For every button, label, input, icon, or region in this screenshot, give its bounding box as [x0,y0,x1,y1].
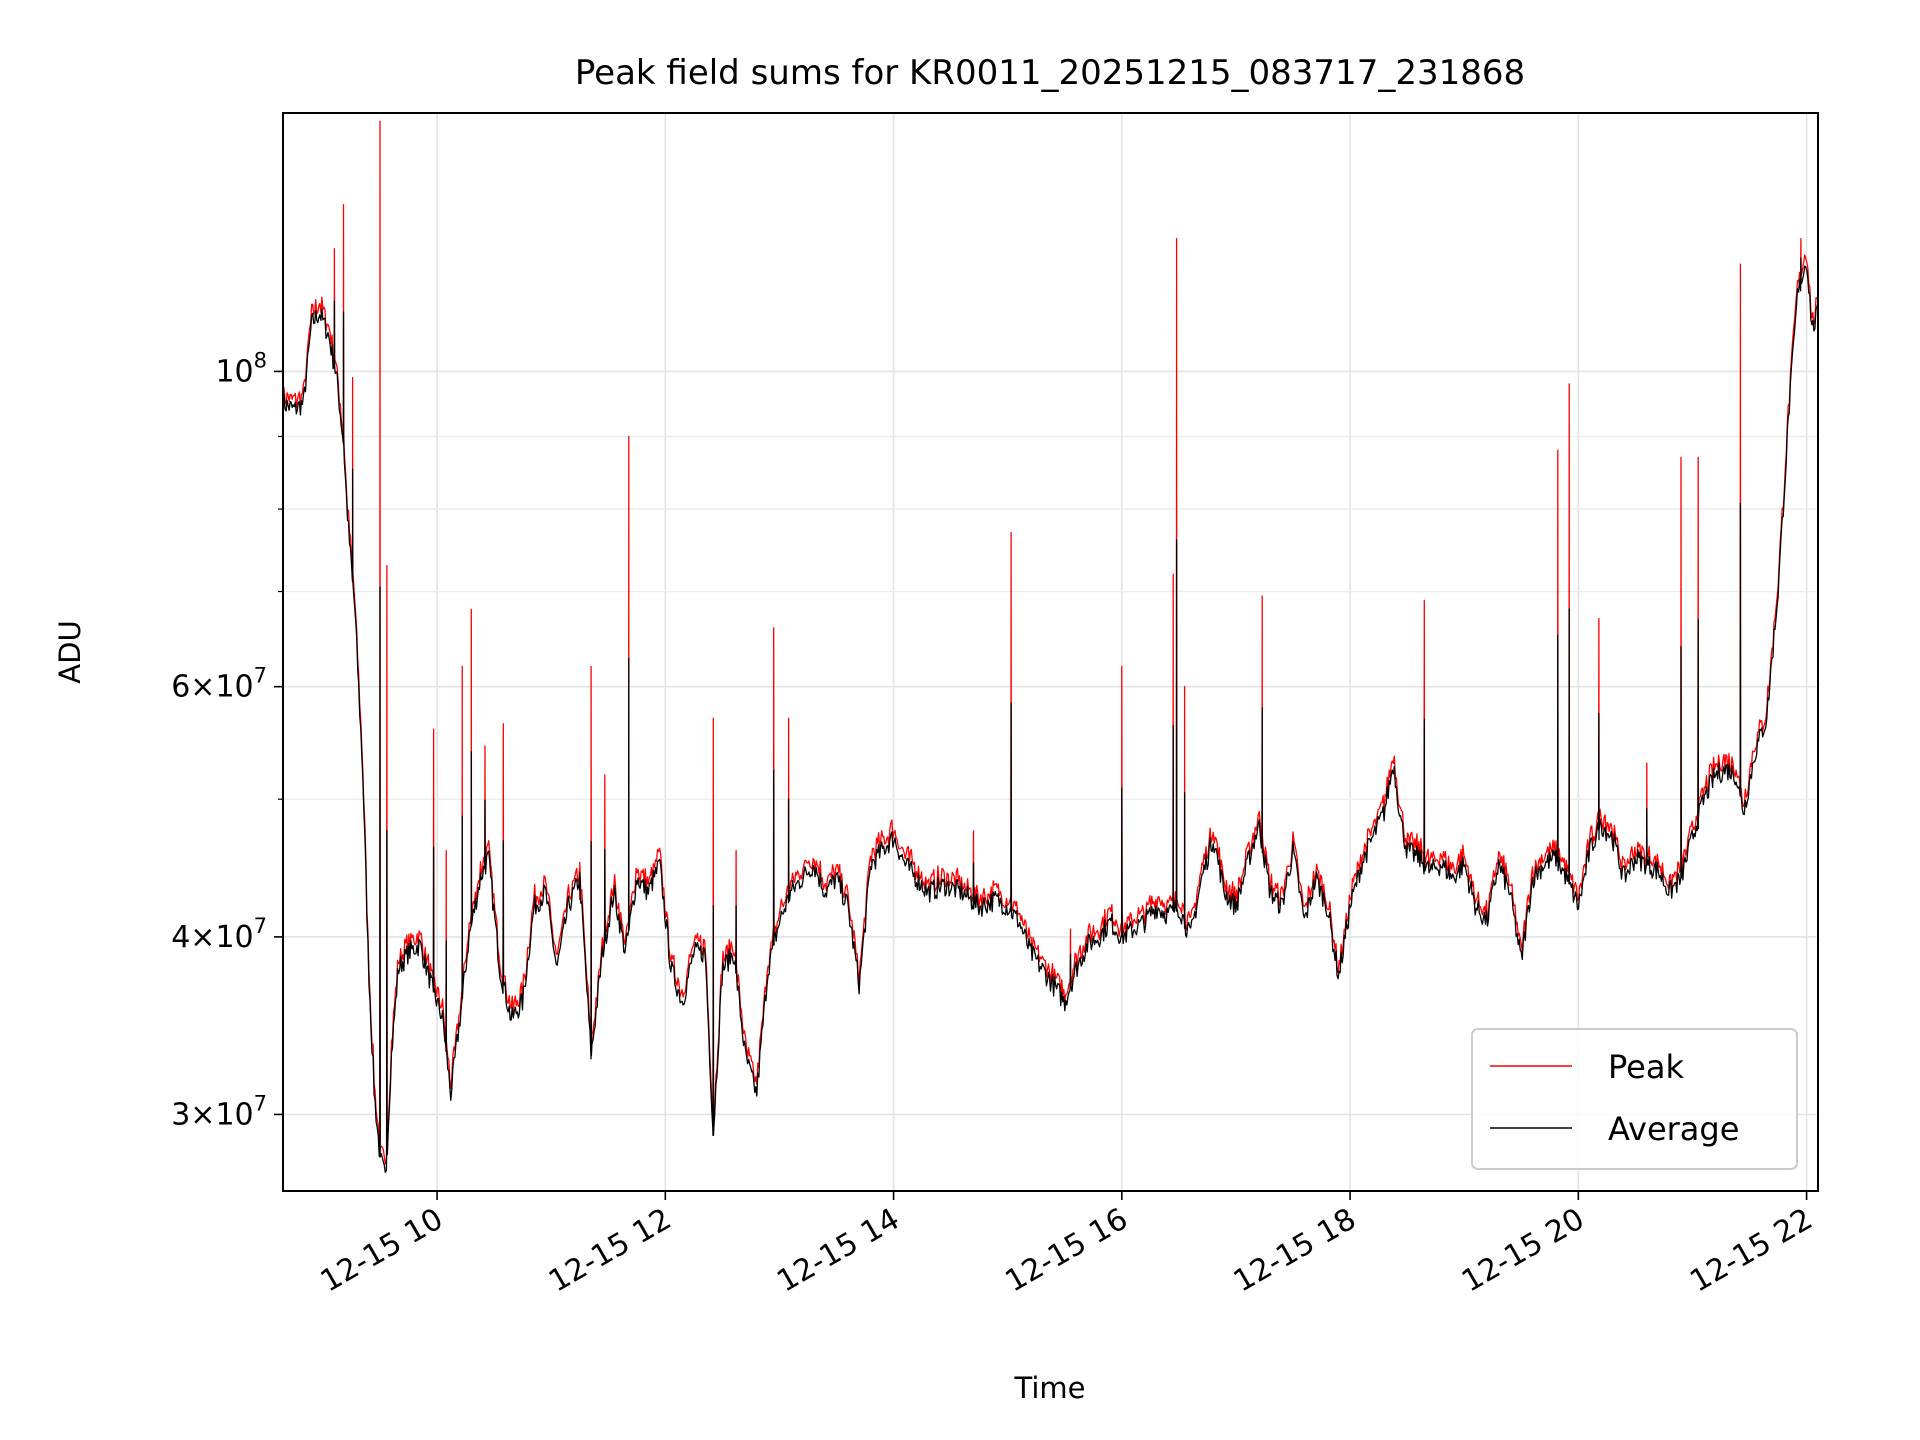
legend: Peak Average [1471,1028,1798,1170]
series-layer [283,120,1818,1174]
plot-frame [282,112,1819,1192]
y-axis: 3×107 4×107 6×107 108 [171,348,283,1132]
plot-area [283,120,1818,1174]
legend-label-average: Average [1608,1110,1739,1148]
average-series-line [283,257,1818,1174]
grid [283,113,1818,1191]
y-tick-label: 6×107 [171,664,267,705]
y-tick-label: 108 [215,348,267,389]
x-axis-label: Time [1014,1371,1086,1405]
legend-box [1471,1028,1798,1170]
y-axis-label: ADU [53,620,87,683]
y-tick-label: 3×107 [171,1091,267,1132]
legend-label-peak: Peak [1608,1048,1684,1086]
y-tick-label: 4×107 [171,914,267,955]
chart-title: Peak field sums for KR0011_20251215_0837… [575,53,1525,93]
